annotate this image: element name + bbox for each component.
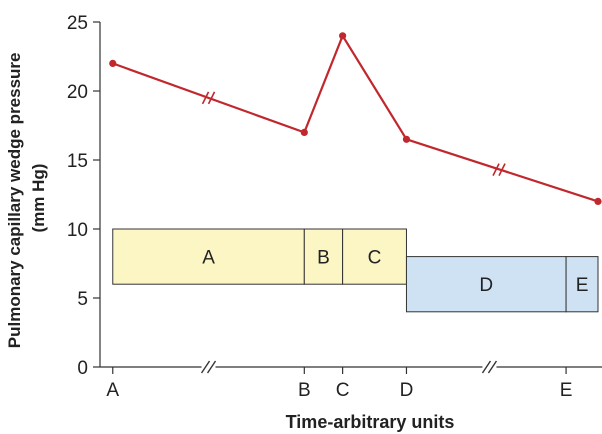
x-axis-label: Time-arbitrary units (286, 412, 455, 432)
line-break-slash (201, 91, 210, 105)
y-tick-label: 10 (67, 220, 88, 241)
line-break-slash (207, 91, 216, 105)
phase-box-label: E (576, 275, 589, 296)
y-tick-label: 0 (77, 358, 88, 379)
boxes-layer: A B C D E (112, 228, 599, 313)
x-tick-label: C (336, 380, 350, 401)
series-line (112, 33, 599, 203)
y-tick-label: 20 (67, 82, 88, 103)
y-tick-label: 25 (67, 13, 88, 34)
y-axis-label-line-2: (mm Hg) (29, 164, 48, 233)
y-tick-label: 5 (77, 289, 88, 310)
data-point (402, 135, 411, 143)
phase-box-label: A (202, 248, 215, 269)
x-tick-label: A (106, 380, 119, 401)
y-axis-label: Pulmonary capillary wedge pressure (mm H… (5, 48, 48, 348)
axes-layer (99, 22, 602, 368)
data-point (300, 128, 308, 136)
x-ticks-layer: A B C D E (106, 367, 572, 401)
y-axis-label-line-1: Pulmonary capillary wedge pressure (5, 53, 24, 349)
line-break-slash (498, 163, 506, 177)
data-point (109, 59, 117, 67)
line-break-slash (492, 163, 500, 177)
axis-break-slash (206, 360, 217, 374)
y-tick-label: 15 (67, 151, 88, 172)
data-point (339, 32, 347, 40)
phase-box-label: D (479, 275, 493, 296)
phase-box-c (342, 228, 407, 285)
axis-break-gap (482, 363, 497, 371)
x-tick-label: B (298, 380, 311, 401)
y-ticks-layer: 0 5 10 15 20 25 (67, 13, 100, 379)
axis-break-slash (200, 360, 211, 374)
axis-break-slash (487, 360, 498, 374)
data-point (594, 197, 602, 205)
phase-box-a (112, 228, 305, 285)
phase-box-label: C (368, 248, 382, 269)
x-tick-label: E (560, 380, 573, 401)
x-tick-label: D (400, 380, 414, 401)
axis-break-gap (201, 363, 216, 371)
phase-box-label: B (317, 248, 330, 269)
axis-break-marks (200, 360, 498, 374)
series-layer (109, 32, 602, 205)
phase-box-d (405, 256, 567, 313)
phase-box-b (303, 228, 344, 285)
phase-box-e (565, 256, 599, 313)
axis-break-slash (481, 360, 492, 374)
